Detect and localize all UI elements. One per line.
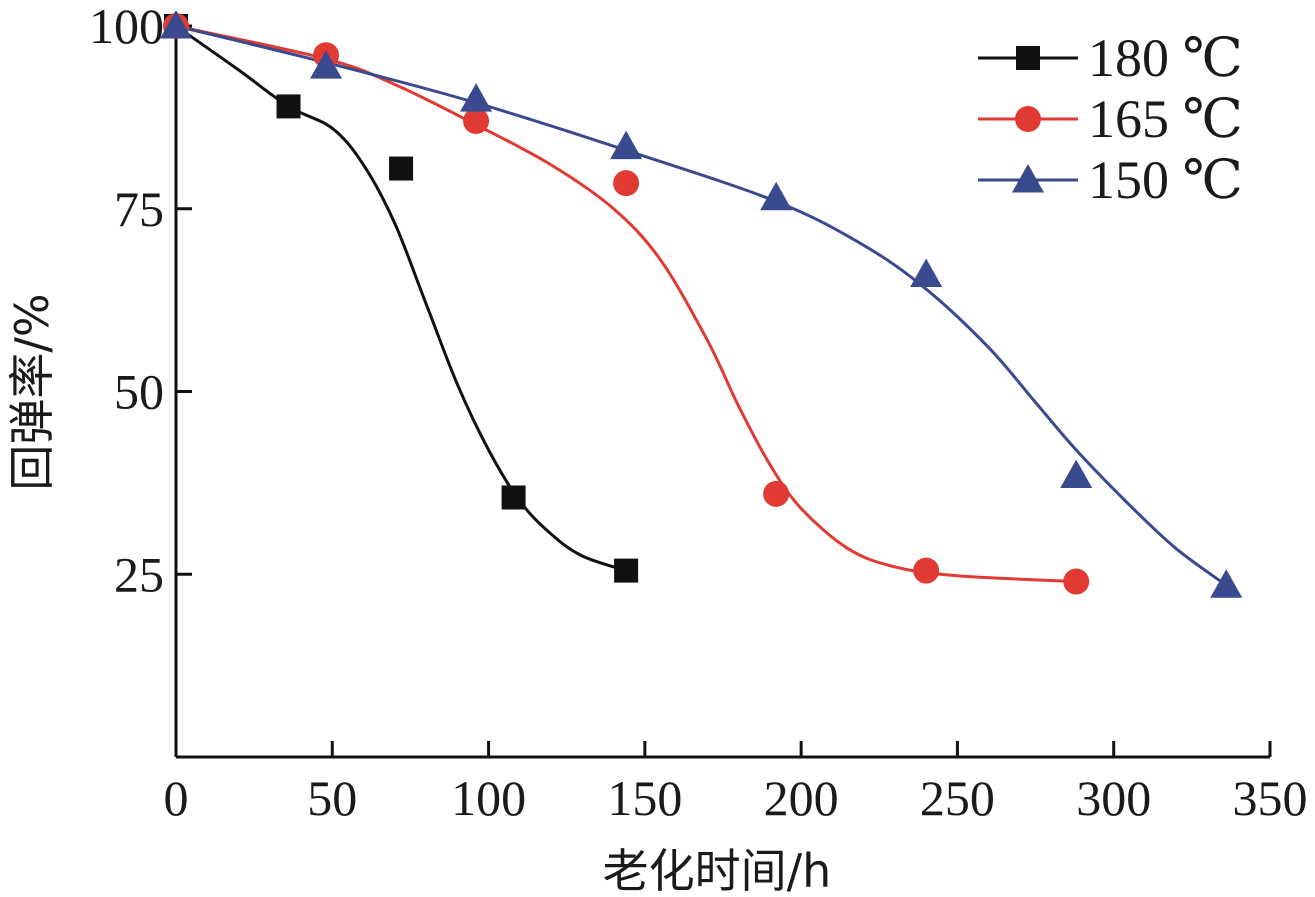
y-tick-label: 25: [114, 546, 164, 602]
data-point-150: [910, 258, 943, 288]
data-point-165: [763, 480, 790, 507]
legend-label-180: 180 ℃: [1088, 28, 1243, 88]
fit-curve-165: [175, 24, 1077, 584]
y-tick-label: 50: [114, 364, 164, 420]
x-tick-label: 150: [607, 770, 682, 826]
legend-marker-150: [1012, 164, 1044, 193]
x-axis-title: 老化时间/h: [603, 844, 832, 897]
data-point-180: [276, 94, 301, 119]
y-tick-label: 100: [89, 0, 164, 54]
x-tick-label: 50: [307, 770, 357, 826]
x-tick-label: 100: [451, 770, 526, 826]
data-point-150: [1060, 459, 1093, 489]
fit-curves: [175, 24, 1228, 587]
legend-marker-180: [1016, 46, 1040, 70]
legend-marker-165: [1015, 106, 1041, 132]
x-tick-label: 0: [164, 770, 189, 826]
data-point-150: [460, 83, 493, 112]
y-tick-label: 75: [114, 181, 164, 237]
data-point-180: [389, 156, 414, 181]
data-point-180: [614, 558, 639, 583]
data-point-165: [913, 557, 940, 584]
fit-curve-150: [175, 24, 1228, 587]
fit-curve-180: [175, 24, 627, 573]
data-point-150: [610, 130, 643, 160]
data-point-150: [160, 10, 192, 39]
data-point-165: [613, 170, 640, 197]
data-point-165: [463, 108, 490, 135]
x-tick-label: 250: [920, 770, 995, 826]
data-point-150: [310, 50, 343, 79]
legend-label-150: 150 ℃: [1088, 150, 1243, 210]
data-point-150: [760, 181, 793, 211]
axes: 0 50 100 150 200 250 300 350 25 50 75 100: [89, 0, 1308, 826]
data-point-180: [501, 485, 526, 510]
data-point-150: [1210, 569, 1243, 598]
x-tick-label: 300: [1076, 770, 1151, 826]
data-point-165: [1063, 568, 1090, 595]
data-markers: [160, 10, 1243, 598]
y-axis-title: 回弹率/%: [5, 293, 59, 490]
x-tick-label: 350: [1233, 770, 1308, 826]
x-tick-label: 200: [764, 770, 839, 826]
legend-label-165: 165 ℃: [1088, 89, 1243, 149]
